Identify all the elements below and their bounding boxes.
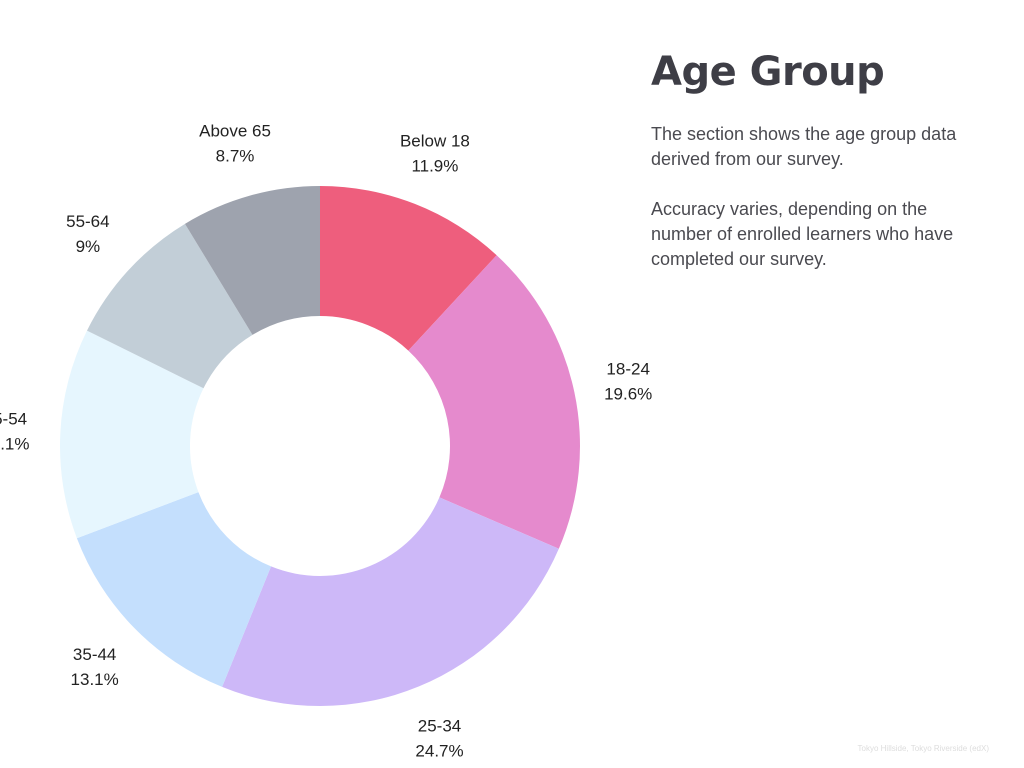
slice-value-label: 13.1%: [0, 435, 29, 454]
slice-category-label: 45-54: [0, 410, 27, 429]
slice-below-18: [320, 186, 497, 351]
slice-45-54: [60, 330, 204, 539]
slice-label: 45-54 13.1%: [0, 410, 29, 454]
slice-above-65: [184, 186, 320, 335]
chart-labels: Below 18 11.9% 18-24 19.6% 25-34 24.7% 35-44 13…: [0, 122, 652, 761]
slice-category-label: 18-24: [606, 360, 649, 379]
slice-label: 55-64 9%: [66, 212, 109, 256]
slice-label: 25-34 24.7%: [415, 716, 463, 760]
slice-category-label: 25-34: [418, 716, 461, 735]
side-panel: Age Group The section shows the age grou…: [651, 48, 991, 272]
slice-label: Above 65 8.7%: [199, 122, 271, 166]
slice-value-label: 19.6%: [604, 385, 652, 404]
slice-value-label: 24.7%: [415, 741, 463, 760]
slice-value-label: 13.1%: [71, 670, 119, 689]
slice-label: 35-44 13.1%: [71, 645, 119, 689]
slice-category-label: Above 65: [199, 122, 271, 141]
slice-label: Below 18 11.9%: [400, 132, 470, 176]
slice-55-64: [87, 223, 253, 389]
slice-18-24: [408, 255, 580, 549]
description-paragraph: Accuracy varies, depending on the number…: [651, 199, 954, 269]
footer-note: Tokyo Hillside, Tokyo Riverside (edX): [857, 744, 989, 753]
slice-25-34: [222, 497, 559, 706]
slice-35-44: [76, 492, 272, 687]
slice-category-label: 55-64: [66, 212, 109, 231]
slice-value-label: 8.7%: [216, 147, 255, 166]
slice-category-label: Below 18: [400, 132, 470, 151]
chart-slices: [60, 186, 580, 706]
slice-category-label: 35-44: [73, 645, 116, 664]
slice-value-label: 11.9%: [411, 157, 458, 176]
slice-value-label: 9%: [76, 237, 101, 256]
page-title: Age Group: [651, 49, 885, 95]
description-paragraph: The section shows the age group data der…: [651, 124, 957, 169]
slice-label: 18-24 19.6%: [604, 360, 652, 404]
